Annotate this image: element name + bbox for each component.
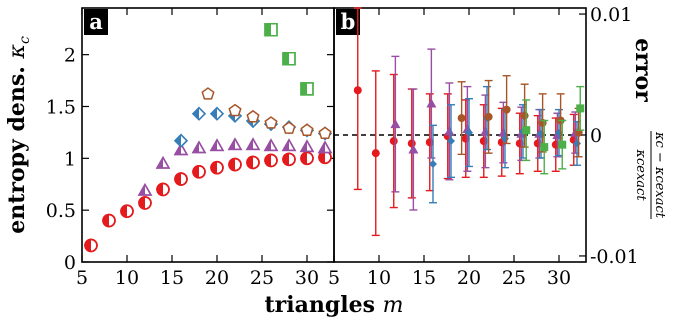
panel-b-ytick-label-0: 0.01	[590, 4, 632, 26]
panel-b-errorbar	[540, 119, 549, 175]
panel-b-xtick-label-0: 5	[328, 267, 340, 289]
panel-a-xtick-label-2: 15	[160, 267, 184, 289]
panel-b-errorbar	[576, 85, 585, 131]
panel-b-errorbar	[502, 75, 511, 145]
panel-b-errorbar	[390, 55, 401, 193]
panel-b-errorbar	[444, 82, 455, 181]
panel-b-xtick-label-1: 10	[367, 267, 391, 289]
panel-b-ytick-label-2: -0.01	[590, 246, 639, 268]
panel-a-point	[264, 23, 278, 37]
panel-a-ytick-label-2: 1	[64, 148, 76, 170]
panel-a-point	[174, 172, 188, 186]
panel-a-point	[317, 140, 333, 154]
panel-a-point	[209, 138, 225, 152]
fraction-numerator: κc − κcexact	[652, 131, 667, 219]
panel-a-frame	[81, 7, 335, 263]
panel-b-errorbar	[447, 104, 455, 179]
panel-a-point	[191, 106, 207, 121]
panel-a-point	[300, 151, 314, 166]
panel-b-errorbar	[389, 73, 398, 209]
panel-a-point	[246, 109, 260, 123]
panel-a-point	[300, 82, 314, 96]
panel-a-point	[120, 204, 134, 218]
panel-a-point	[102, 213, 116, 228]
panel-a-ytick-label-0: 0	[64, 252, 76, 274]
panel-a-point	[173, 142, 189, 156]
panel-a-point	[264, 153, 278, 168]
panel-a-y-axis-label: entropy dens. κc	[4, 36, 33, 234]
fraction-denominator: κcexact	[633, 148, 648, 201]
panel-a-point	[245, 137, 261, 151]
panel-a-point	[137, 182, 153, 196]
panel-a-point	[138, 196, 152, 210]
panel-a-ytick-label-1: 0.5	[46, 200, 76, 222]
panel-a-point	[299, 139, 315, 153]
panel-b-y-axis-label: error	[630, 38, 656, 102]
panel-a-point	[264, 116, 278, 129]
panel-b-xtick-label-5: 30	[547, 267, 571, 289]
panel-a: a 5 10 15 20 25 30 0 0.5 1 1.5 2	[46, 7, 335, 289]
panel-b-errorbar	[457, 81, 466, 156]
panel-b-errorbar	[429, 124, 437, 204]
panel-a-point	[155, 155, 171, 169]
panel-a-point	[282, 52, 296, 66]
panel-b-letter: b	[341, 9, 356, 34]
panel-a-point	[300, 123, 314, 136]
panel-a-point	[84, 238, 98, 253]
panel-a-point	[318, 126, 332, 140]
panel-a-point	[282, 121, 296, 134]
panel-b-errorbar	[479, 104, 488, 179]
panel-a-point	[201, 87, 215, 100]
panel-b-errorbar	[407, 88, 416, 199]
panel-a-point	[191, 140, 207, 154]
panel-a-letter-box	[84, 9, 108, 35]
panel-b-xtick-label-2: 15	[412, 267, 436, 289]
panel-b-errorbar	[426, 48, 437, 159]
panel-a-xtick-label-1: 10	[115, 267, 139, 289]
panel-a-xtick-label-0: 5	[76, 267, 88, 289]
panel-b-errorbar	[484, 79, 493, 154]
panel-a-point	[282, 152, 296, 167]
panel-b-errorbar	[371, 70, 380, 237]
panel-b-letter-box	[336, 9, 360, 35]
panel-b-errorbar	[522, 99, 531, 162]
panel-a-point	[281, 138, 297, 152]
panel-b-y-fraction: κc − κcexact κcexact	[633, 131, 667, 219]
panel-b-xtick-label-3: 20	[457, 267, 481, 289]
panel-a-point	[173, 133, 189, 148]
panel-a-point	[192, 165, 206, 179]
panel-a-xtick-label-3: 20	[205, 267, 229, 289]
panel-a-point	[246, 155, 260, 170]
panel-a-point	[263, 138, 279, 152]
panel-a-xtick-label-4: 25	[250, 267, 274, 289]
figure-labels: triangles m entropy dens. κc error κc − κce…	[4, 36, 667, 318]
panel-b-errorbar	[465, 98, 473, 168]
panel-a-ytick-label-4: 2	[64, 45, 76, 67]
panel-a-xtick-label-5: 30	[295, 267, 319, 289]
panel-b-errorbar	[353, 7, 362, 191]
panel-b: b 5 10 15 20 25 30 0.01 0 -0.01	[328, 4, 639, 289]
panel-a-point	[209, 106, 225, 121]
panel-a-ytick-label-3: 1.5	[46, 96, 76, 118]
panel-a-point	[227, 137, 243, 151]
panel-b-errorbar	[408, 88, 419, 211]
panel-b-xtick-label-4: 25	[502, 267, 526, 289]
panel-a-point	[228, 157, 242, 172]
panel-b-ytick-label-1: 0	[590, 125, 602, 147]
x-axis-label: triangles m	[264, 292, 403, 318]
panel-b-errorbar	[558, 119, 567, 170]
panel-a-letter: a	[89, 9, 103, 34]
panel-a-point	[228, 103, 242, 117]
panel-a-point	[156, 182, 170, 197]
panel-a-point	[210, 160, 224, 175]
